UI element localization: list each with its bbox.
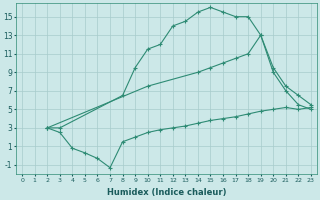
X-axis label: Humidex (Indice chaleur): Humidex (Indice chaleur) — [107, 188, 226, 197]
